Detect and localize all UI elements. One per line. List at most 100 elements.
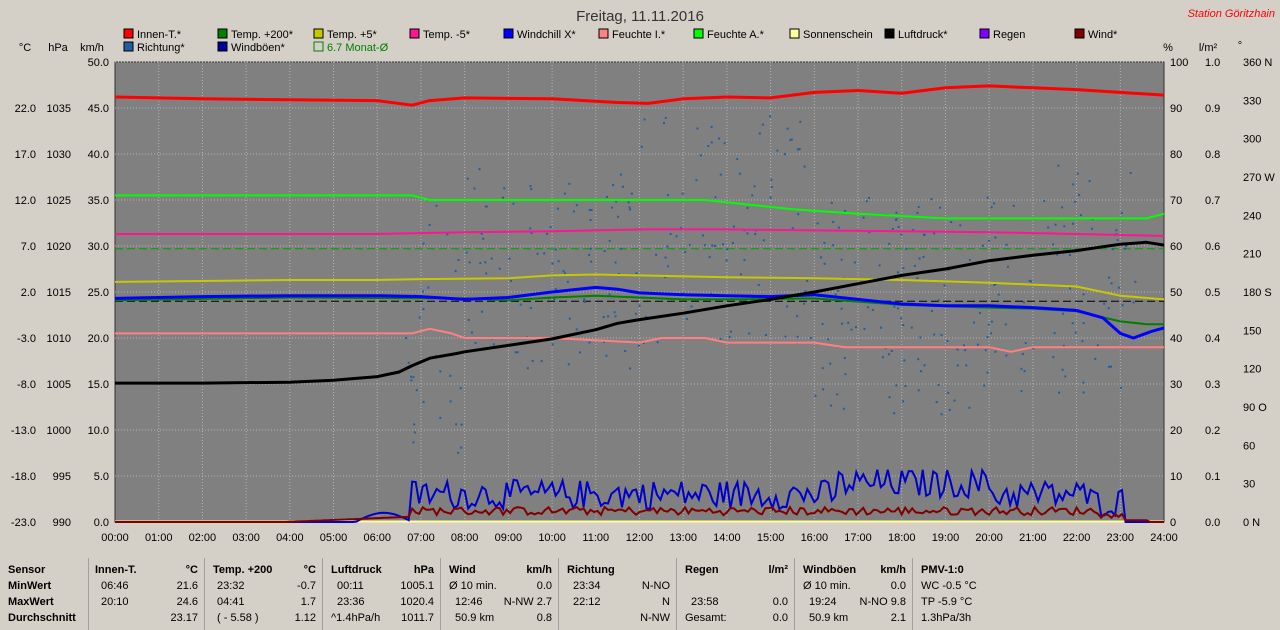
stats-value: 0.0 — [772, 612, 788, 624]
direction-point — [895, 218, 898, 221]
direction-point — [863, 327, 866, 330]
direction-point — [986, 336, 989, 339]
direction-point — [711, 244, 714, 247]
direction-point — [446, 233, 449, 236]
direction-point — [823, 262, 826, 265]
stats-label-avg: Durchschnitt — [8, 612, 76, 624]
legend-label: Temp. +200* — [231, 29, 294, 41]
legend-swatch — [313, 41, 324, 52]
tick-label-x: 00:00 — [101, 532, 129, 544]
direction-point — [1082, 322, 1085, 325]
direction-point — [843, 357, 846, 360]
direction-point — [530, 188, 533, 191]
stats-header: Windböen — [803, 564, 857, 576]
direction-point — [1081, 340, 1084, 343]
direction-point — [719, 337, 722, 340]
legend-swatch — [693, 28, 704, 39]
series-innen-t- — [114, 84, 1165, 107]
direction-point — [468, 261, 471, 264]
stats-header: PMV-1:0 — [921, 564, 964, 576]
legend-swatch — [979, 28, 990, 39]
direction-point — [728, 335, 731, 338]
tick-label-hpa: 1010 — [47, 333, 71, 345]
direction-point — [976, 343, 979, 346]
tick-label-deg: 90 O — [1243, 402, 1267, 414]
direction-point — [796, 335, 799, 338]
direction-point — [1107, 307, 1110, 310]
stats-time: Ø 10 min. — [449, 580, 497, 592]
direction-point — [783, 153, 786, 156]
direction-point — [821, 323, 824, 326]
direction-point — [732, 225, 735, 228]
tick-label-percent: 10 — [1170, 471, 1182, 483]
tick-label-hpa: 1030 — [47, 149, 71, 161]
stats-unit: km/h — [880, 564, 906, 576]
direction-point — [696, 127, 699, 130]
tick-label-kmh: 15.0 — [88, 379, 109, 391]
direction-point — [554, 288, 557, 291]
tick-label-lm2: 0.7 — [1205, 195, 1220, 207]
direction-point — [844, 373, 847, 376]
direction-point — [1020, 390, 1023, 393]
direction-point — [757, 283, 760, 286]
direction-point — [688, 244, 691, 247]
direction-point — [556, 207, 559, 210]
stats-time: 06:46 — [101, 580, 129, 592]
direction-point — [950, 221, 953, 224]
direction-point — [530, 231, 533, 234]
direction-point — [1056, 253, 1059, 256]
direction-point — [918, 257, 921, 260]
direction-point — [699, 154, 702, 157]
direction-point — [776, 149, 779, 152]
direction-point — [796, 315, 799, 318]
direction-point — [770, 178, 773, 181]
direction-point — [589, 218, 592, 221]
tick-label-x: 16:00 — [801, 532, 829, 544]
direction-point — [642, 342, 645, 345]
direction-point — [551, 343, 554, 346]
direction-point — [1063, 225, 1066, 228]
stats-value: N-NO 9.8 — [859, 596, 906, 608]
direction-point — [888, 353, 891, 356]
legend-swatch — [503, 28, 514, 39]
direction-point — [904, 385, 907, 388]
direction-point — [418, 316, 421, 319]
direction-point — [1074, 200, 1077, 203]
tick-label-lm2: 0.1 — [1205, 471, 1220, 483]
direction-point — [837, 289, 840, 292]
direction-point — [896, 271, 899, 274]
series-feuchte-i- — [115, 327, 1164, 353]
direction-point — [1028, 279, 1031, 282]
direction-point — [412, 376, 415, 379]
direction-point — [1061, 206, 1064, 209]
direction-point — [512, 202, 515, 205]
direction-point — [578, 351, 581, 354]
stats-value: N-NW 2.7 — [503, 596, 552, 608]
stats-value: 0.8 — [536, 612, 552, 624]
direction-point — [612, 184, 615, 187]
tick-label-hpa: 1020 — [47, 241, 71, 253]
direction-point — [917, 358, 920, 361]
direction-point — [605, 354, 608, 357]
stats-value: 1.7 — [300, 596, 316, 608]
direction-point — [837, 226, 840, 229]
tick-label-deg: 240 — [1243, 210, 1261, 222]
direction-point — [640, 145, 643, 148]
direction-point — [664, 256, 667, 259]
direction-point — [564, 272, 567, 275]
direction-point — [843, 209, 846, 212]
direction-point — [897, 226, 900, 229]
direction-point — [990, 332, 993, 335]
tick-label-x: 15:00 — [757, 532, 785, 544]
direction-point — [543, 252, 546, 255]
direction-point — [482, 237, 485, 240]
direction-point — [664, 116, 667, 119]
station-name: Station Göritzhain — [1188, 8, 1275, 20]
direction-point — [984, 349, 987, 352]
direction-point — [797, 213, 800, 216]
direction-point — [455, 423, 458, 426]
tick-label-kmh: 0.0 — [94, 517, 109, 529]
direction-point — [896, 307, 899, 310]
direction-point — [708, 256, 711, 259]
tick-label-celsius: -23.0 — [11, 517, 36, 529]
